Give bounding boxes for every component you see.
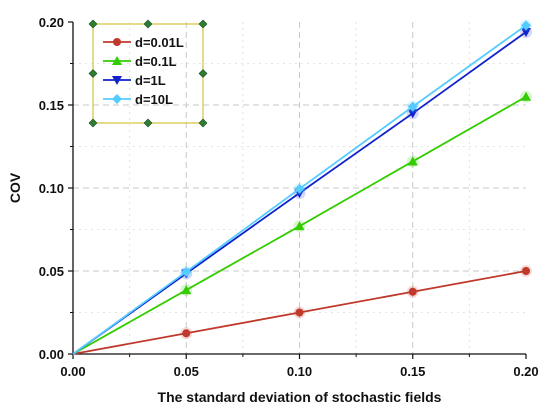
series-d=10L — [72, 19, 532, 355]
legend-marker — [113, 38, 121, 46]
legend-handle — [198, 19, 208, 29]
data-point — [521, 20, 531, 31]
axes: 0.00 0.05 0.10 0.15 0.20 0.00 0.05 0.10 0.15 0.20 — [39, 15, 539, 379]
legend-handle — [88, 69, 98, 78]
series-d=0.1L — [72, 90, 532, 355]
data-point — [521, 91, 531, 101]
legend-entry-d=0.1L: d=0.1L — [103, 54, 177, 69]
data-point — [295, 308, 304, 317]
x-tick-label: 0.10 — [287, 364, 312, 379]
legend-entry-d=1L: d=1L — [103, 73, 166, 88]
data-point — [294, 183, 305, 194]
y-tick-label: 0.20 — [39, 15, 64, 30]
data-point — [521, 27, 531, 37]
legend-handle — [143, 118, 153, 128]
y-tick-label: 0.00 — [39, 347, 64, 362]
data-point — [522, 267, 530, 275]
x-tick-label: 0.05 — [174, 364, 199, 379]
x-tick-label: 0.00 — [60, 364, 85, 379]
data-point — [407, 156, 418, 166]
data-point — [407, 101, 418, 112]
y-axis-title: COV — [7, 172, 23, 203]
data-point — [182, 329, 191, 338]
series-layer — [72, 19, 532, 355]
legend-handle — [198, 118, 208, 128]
x-axis-title: The standard deviation of stochastic fie… — [158, 389, 442, 405]
data-point — [181, 285, 192, 295]
data-point — [407, 109, 418, 119]
legend-label: d=0.1L — [135, 54, 177, 69]
y-tick-label: 0.15 — [39, 98, 64, 113]
data-point — [294, 221, 305, 231]
legend-handle — [143, 19, 153, 29]
grid — [73, 22, 526, 354]
legend-entry-d=0.01L: d=0.01L — [103, 35, 184, 50]
legend-entry-d=10L: d=10L — [103, 92, 173, 107]
legend-label: d=0.01L — [135, 35, 184, 50]
legend-marker — [112, 76, 122, 85]
legend-handle — [198, 69, 208, 78]
legend-handle — [88, 19, 98, 29]
legend-label: d=1L — [135, 73, 166, 88]
legend-label: d=10L — [135, 92, 173, 107]
series-d=0.01L — [72, 265, 532, 355]
legend-handle — [88, 118, 98, 128]
legend-marker — [112, 56, 122, 65]
data-point — [408, 287, 417, 296]
x-tick-label: 0.15 — [400, 364, 425, 379]
data-point — [181, 266, 192, 277]
y-tick-label: 0.10 — [39, 181, 64, 196]
legend-marker — [112, 94, 122, 104]
legend[interactable]: d=0.01L d=0.1L d=1L d=10L — [88, 19, 208, 128]
x-tick-label: 0.20 — [513, 364, 538, 379]
y-tick-label: 0.05 — [39, 264, 64, 279]
